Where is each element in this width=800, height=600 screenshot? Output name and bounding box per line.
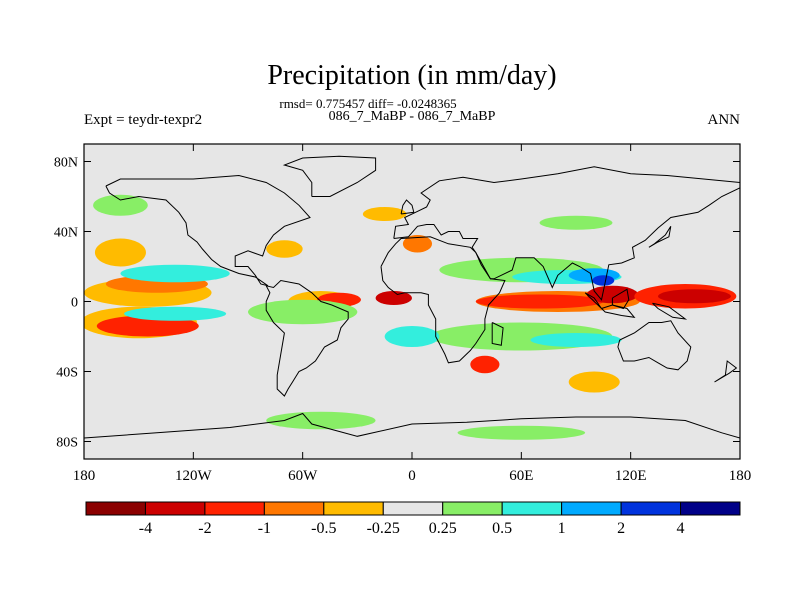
anomaly-patch [96, 315, 199, 337]
stats-line: rmsd= 0.775457 diff= -0.0248365 [279, 96, 456, 111]
chart-subtitle: 086_7_MaBP - 086_7_MaBP [329, 109, 496, 124]
anomaly-patch [402, 235, 433, 253]
coastline [400, 199, 415, 215]
colorbar-swatch [323, 501, 384, 516]
colorbar-swatch [85, 501, 146, 516]
colorbar-label: -0.25 [367, 520, 400, 537]
colorbar-label: 0.25 [429, 520, 457, 537]
colorbar-swatch [561, 501, 622, 516]
coastline [282, 155, 377, 197]
coastline [617, 320, 692, 371]
anomaly-patch [384, 326, 440, 347]
coastline [714, 360, 738, 383]
colorbar-label: -0.5 [311, 520, 336, 537]
colorbar-swatch [382, 501, 444, 516]
anomaly-patch [375, 291, 412, 305]
x-tick-label: 0 [408, 468, 416, 484]
y-tick-label: 80S [56, 436, 78, 451]
anomaly-patch [247, 299, 358, 325]
anomaly-patch [530, 333, 622, 347]
coastline [84, 412, 740, 439]
x-tick-label: 120W [175, 468, 213, 484]
anomaly-patch [470, 355, 500, 374]
season-label: ANN [708, 112, 741, 128]
y-tick-label: 80N [54, 156, 78, 171]
y-tick-label: 0 [71, 296, 78, 311]
anomaly-patch [475, 294, 604, 309]
anomaly-patch [592, 275, 615, 286]
x-tick-label: 60E [509, 468, 533, 484]
colorbar-swatch [620, 501, 682, 516]
colorbar-label: 2 [617, 520, 625, 537]
coastline [652, 302, 688, 320]
experiment-label: Expt = teydr-texpr2 [84, 112, 202, 128]
anomaly-patch [124, 306, 227, 321]
y-tick-label: 40N [54, 226, 78, 241]
anomaly-patch [539, 215, 613, 230]
x-tick-label: 60W [288, 468, 318, 484]
coastline [380, 236, 506, 364]
anomaly-patch [658, 289, 731, 304]
colorbar-swatch [442, 501, 503, 516]
anomaly-patch [93, 194, 148, 216]
y-tick-label: 40S [56, 366, 78, 381]
coastline [584, 292, 636, 318]
anomaly-patch [568, 371, 620, 393]
coastline [648, 226, 672, 248]
anomaly-patch [94, 238, 146, 267]
coastline [393, 166, 740, 301]
colorbar-label: -2 [198, 520, 211, 537]
anomaly-patch [120, 264, 230, 283]
anomaly-patch [266, 411, 376, 430]
coastline [265, 279, 349, 397]
colorbar-label: -4 [139, 520, 152, 537]
colorbar-swatch [144, 501, 206, 516]
colorbar-swatch [263, 501, 325, 516]
anomaly-patch [362, 207, 407, 221]
x-tick-label: 120E [615, 468, 647, 484]
colorbar-label: 4 [677, 520, 685, 537]
x-tick-label: 180 [729, 468, 752, 484]
colorbar-label: 1 [558, 520, 566, 537]
colorbar-label: -1 [258, 520, 271, 537]
colorbar-swatch [680, 501, 741, 516]
colorbar-label: 0.5 [492, 520, 512, 537]
coastline [105, 174, 311, 287]
anomaly-patch [457, 425, 586, 440]
anomaly-patch [266, 240, 303, 258]
colorbar-swatch [204, 501, 265, 516]
colorbar-swatch [501, 501, 563, 516]
coastline [611, 288, 630, 310]
coastline [491, 322, 504, 346]
x-tick-label: 180 [73, 468, 96, 484]
chart-title: Precipitation (in mm/day) [267, 60, 556, 91]
